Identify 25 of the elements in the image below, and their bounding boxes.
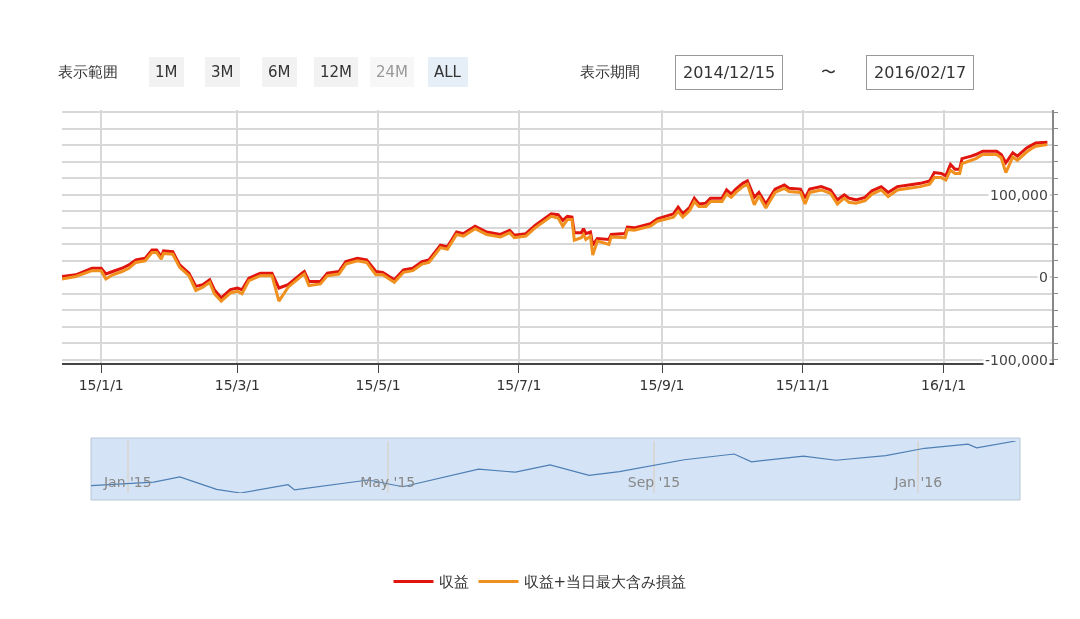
x-tick-label: 15/7/1 xyxy=(496,376,542,393)
x-tick-label: 15/1/1 xyxy=(78,376,124,393)
text: 6M xyxy=(268,63,291,81)
text: 表示範囲 xyxy=(58,63,118,81)
x-tick-label: 16/1/1 xyxy=(921,376,967,393)
text: 2014/12/15 xyxy=(683,63,776,82)
text: 2016/02/17 xyxy=(874,63,967,82)
text: 12M xyxy=(320,63,353,81)
text: 〜 xyxy=(821,63,836,81)
y-tick-label: 0 xyxy=(1039,269,1048,285)
text: 3M xyxy=(211,63,234,81)
y-tick-label: 100,000 xyxy=(990,187,1048,203)
text: 1M xyxy=(155,63,178,81)
text: 24M xyxy=(376,63,409,81)
text: ALL xyxy=(434,63,462,81)
legend-label: 収益 xyxy=(438,573,469,592)
text: 表示期間 xyxy=(580,63,640,81)
legend-label: 収益+当日最大含み損益 xyxy=(523,573,687,592)
x-tick-label: Sep '15 xyxy=(627,474,681,491)
x-tick-label: 15/3/1 xyxy=(214,376,260,393)
x-tick-label: 15/9/1 xyxy=(639,376,685,393)
x-tick-label: 15/11/1 xyxy=(775,376,830,393)
x-tick-label: 15/5/1 xyxy=(355,376,401,393)
y-tick-label: -100,000 xyxy=(985,352,1048,368)
x-tick-label: Jan '16 xyxy=(893,474,943,491)
